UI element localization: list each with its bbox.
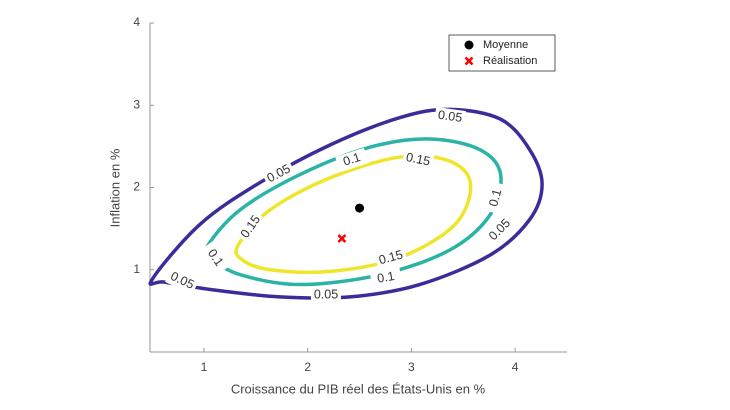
contour-line — [234, 154, 473, 275]
marker-stroke — [464, 56, 474, 66]
contour-label-bg — [235, 210, 267, 244]
y-tick-label: 2 — [133, 180, 140, 194]
x-axis-label: Croissance du PIB réel des États-Unis en… — [231, 381, 486, 396]
contour-label-bg — [199, 241, 231, 275]
contour-label: 0.15 — [401, 149, 435, 171]
contour-label-text: 0.05 — [437, 108, 463, 125]
x-tick-label: 1 — [201, 360, 208, 374]
contour-label-bg — [484, 181, 508, 215]
data-point — [355, 203, 365, 213]
contour-label: 0.1 — [335, 147, 369, 173]
contour-label-bg — [374, 246, 408, 270]
x-tick-label: 3 — [408, 360, 415, 374]
data-point — [337, 234, 347, 243]
contour-label-text: 0.1 — [376, 269, 396, 286]
y-tick-label: 3 — [133, 97, 140, 111]
y-axis-label: Inflation en % — [107, 148, 122, 227]
contour-label-bg — [335, 147, 369, 173]
legend-label: Moyenne — [483, 39, 528, 51]
contour-label-text: 0.15 — [405, 150, 432, 169]
contour-label-bg — [434, 106, 466, 128]
legend-marker — [464, 56, 474, 66]
y-tick-label: 4 — [133, 15, 140, 29]
contour-label-bg — [311, 287, 341, 303]
contour-label-bg — [401, 149, 435, 171]
legend-label: Réalisation — [483, 55, 537, 67]
contour-label: 0.1 — [484, 181, 508, 215]
contour-label-text: 0.15 — [377, 247, 404, 267]
contour-label-bg — [483, 213, 517, 247]
contour-label-text: 0.05 — [314, 287, 338, 301]
contour-label: 0.15 — [374, 246, 408, 270]
contour-label-text: 0.1 — [486, 188, 504, 208]
contour-label: 0.1 — [369, 267, 403, 289]
contour-label: 0.05 — [311, 287, 341, 303]
contour-label-bg — [165, 267, 199, 295]
marker-stroke — [337, 234, 347, 243]
y-tick-label: 1 — [133, 262, 140, 276]
contour-label: 0.05 — [434, 106, 466, 128]
x-tick-label: 2 — [304, 360, 311, 374]
contour-label: 0.1 — [199, 241, 231, 275]
x-tick-label: 4 — [512, 360, 519, 374]
legend-marker — [464, 40, 474, 50]
contour-label-bg — [369, 267, 403, 289]
contour-label-text: 0.1 — [341, 150, 362, 169]
contour-line — [148, 107, 544, 300]
contour-label-bg — [262, 159, 296, 189]
